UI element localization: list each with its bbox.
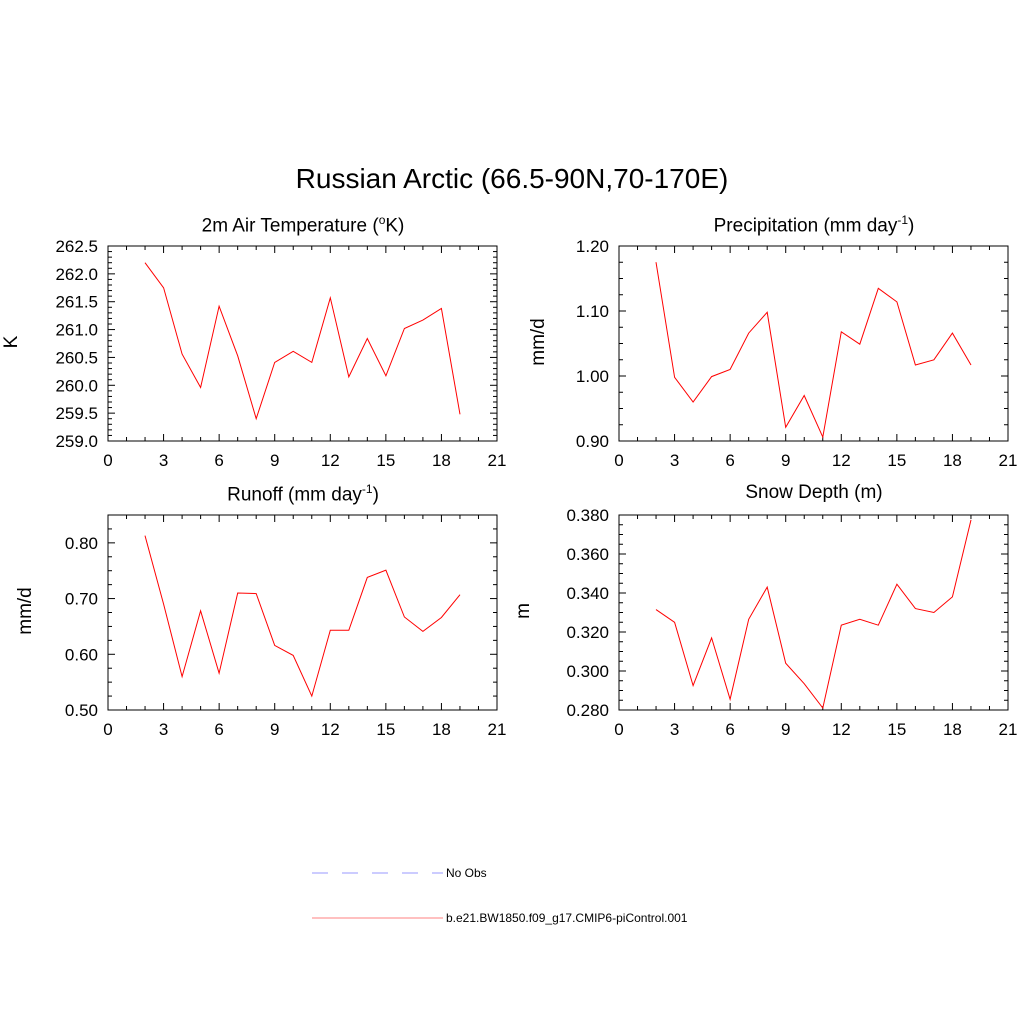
panel-title-air-temperature: 2m Air Temperature (oK): [201, 213, 405, 237]
x-tick-label: 18: [943, 451, 962, 470]
x-tick-label: 18: [432, 451, 451, 470]
x-tick-label: 21: [999, 720, 1018, 739]
x-tick-label: 18: [432, 720, 451, 739]
y-tick-label: 0.70: [65, 590, 98, 609]
panel-title-runoff: Runoff (mm day-1): [227, 482, 379, 506]
x-tick-label: 6: [214, 720, 223, 739]
x-tick-label: 3: [670, 720, 679, 739]
x-tick-label: 9: [270, 720, 279, 739]
x-tick-label: 9: [781, 451, 790, 470]
legend-label-picontrol: b.e21.BW1850.f09_g17.CMIP6-piControl.001: [446, 911, 688, 925]
y-axis-label-air-temperature: K: [1, 335, 22, 349]
y-tick-label: 0.300: [566, 662, 609, 681]
x-tick-label: 3: [670, 451, 679, 470]
y-tick-label: 0.320: [566, 623, 609, 642]
y-tick-label: 1.20: [576, 237, 609, 256]
y-tick-label: 261.0: [55, 321, 98, 340]
y-axis-label-runoff: mm/d: [15, 587, 36, 635]
y-tick-label: 262.5: [55, 237, 98, 256]
y-tick-label: 0.50: [65, 701, 98, 720]
x-tick-label: 9: [781, 720, 790, 739]
plot-frame-3: [618, 514, 1009, 711]
y-tick-label: 261.5: [55, 293, 98, 312]
x-tick-label: 3: [159, 720, 168, 739]
plot-frame-2: [107, 514, 498, 711]
legend-label-no-obs: No Obs: [446, 866, 487, 880]
plot-frame-0: [107, 245, 498, 442]
y-axis-label-precipitation: mm/d: [528, 318, 549, 366]
x-tick-label: 0: [614, 451, 623, 470]
y-tick-label: 0.280: [566, 701, 609, 720]
y-tick-label: 0.340: [566, 584, 609, 603]
x-tick-label: 6: [214, 451, 223, 470]
x-tick-label: 15: [887, 451, 906, 470]
plot-frame-1: [618, 245, 1009, 442]
y-tick-label: 0.60: [65, 645, 98, 664]
y-axis-label-snow-depth: m: [513, 603, 534, 619]
y-tick-label: 259.0: [55, 432, 98, 451]
x-tick-label: 15: [376, 720, 395, 739]
series-line-3-0: [655, 519, 972, 710]
x-tick-label: 3: [159, 451, 168, 470]
y-tick-label: 260.0: [55, 376, 98, 395]
x-tick-label: 9: [270, 451, 279, 470]
x-tick-label: 18: [943, 720, 962, 739]
x-tick-label: 21: [488, 720, 507, 739]
y-tick-label: 1.10: [576, 302, 609, 321]
y-tick-label: 0.360: [566, 545, 609, 564]
x-tick-label: 6: [725, 720, 734, 739]
y-tick-label: 1.00: [576, 367, 609, 386]
x-tick-label: 0: [103, 451, 112, 470]
x-tick-label: 15: [887, 720, 906, 739]
x-tick-label: 21: [999, 451, 1018, 470]
series-line-2-0: [144, 535, 461, 698]
x-tick-label: 12: [832, 720, 851, 739]
y-tick-label: 262.0: [55, 265, 98, 284]
x-tick-label: 0: [614, 720, 623, 739]
panel-title-snow-depth: Snow Depth (m): [745, 482, 883, 503]
y-tick-label: 259.5: [55, 404, 98, 423]
panel-title-precipitation: Precipitation (mm day-1): [713, 213, 915, 237]
x-tick-label: 21: [488, 451, 507, 470]
series-line-1-0: [655, 262, 972, 439]
y-tick-label: 0.380: [566, 506, 609, 525]
series-line-0-0: [144, 262, 461, 421]
y-tick-label: 0.90: [576, 432, 609, 451]
x-tick-label: 6: [725, 451, 734, 470]
y-tick-label: 0.80: [65, 534, 98, 553]
x-tick-label: 15: [376, 451, 395, 470]
x-tick-label: 0: [103, 720, 112, 739]
figure-title: Russian Arctic (66.5-90N,70-170E): [295, 163, 729, 194]
y-tick-label: 260.5: [55, 348, 98, 367]
x-tick-label: 12: [321, 720, 340, 739]
x-tick-label: 12: [321, 451, 340, 470]
x-tick-label: 12: [832, 451, 851, 470]
